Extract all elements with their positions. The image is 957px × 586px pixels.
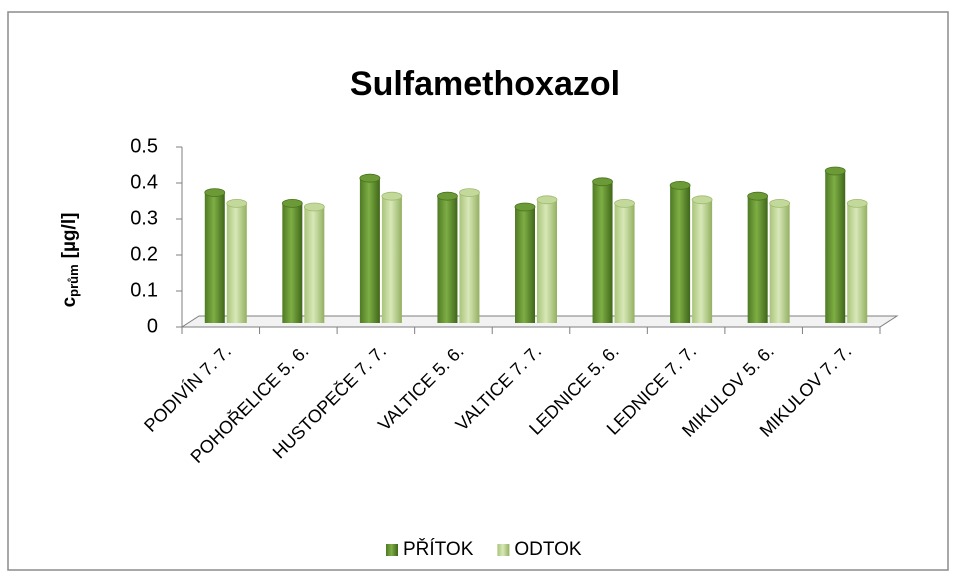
bar	[769, 203, 790, 323]
y-tick-label: 0.2	[130, 243, 158, 265]
legend-label: PŘÍTOK	[403, 538, 474, 560]
bar	[537, 199, 557, 323]
bar-top	[691, 195, 713, 205]
bar	[359, 178, 380, 323]
y-tick-label: 0.1	[130, 279, 158, 301]
bar-top	[381, 191, 403, 201]
bar-top	[303, 202, 325, 212]
bar-top	[614, 198, 635, 208]
y-tick-label: 0	[147, 315, 158, 337]
y-tick-label: 0.4	[130, 171, 158, 193]
bar-top	[514, 202, 536, 212]
y-tick-label: 0.5	[130, 135, 158, 157]
bar	[692, 199, 713, 323]
bar	[304, 207, 325, 323]
bar	[592, 181, 613, 323]
bar	[670, 185, 691, 323]
y-axis-title: cprům [µg/l]	[59, 213, 81, 308]
bar-top	[846, 198, 868, 208]
bar	[381, 196, 402, 323]
bar	[825, 171, 846, 323]
bar	[282, 203, 303, 323]
bar-top	[769, 198, 791, 208]
bar-top	[592, 177, 613, 187]
bar-top	[747, 191, 769, 201]
y-tick-label: 0.3	[130, 207, 158, 229]
bar	[437, 196, 458, 323]
y-label-unit: [µg/l]	[59, 213, 80, 259]
legend-label: ODTOK	[514, 539, 582, 560]
bar	[747, 196, 768, 323]
bar-top	[437, 191, 458, 201]
chart-title: Sulfamethoxazol	[350, 65, 620, 103]
bar	[226, 203, 247, 323]
legend-swatch	[386, 544, 398, 556]
bar-top	[459, 188, 480, 198]
bar	[614, 203, 635, 323]
bar-top	[226, 198, 248, 208]
bar	[847, 203, 868, 323]
bar-top	[281, 198, 303, 208]
legend-swatch	[497, 544, 510, 556]
bar-top	[824, 166, 846, 176]
bar	[204, 192, 225, 323]
bar-top	[536, 195, 558, 205]
y-label-main: c	[59, 296, 80, 307]
bar-top	[669, 180, 691, 190]
bar-top	[359, 173, 381, 183]
bar	[515, 207, 535, 323]
bar-top	[204, 188, 226, 198]
bar	[459, 192, 480, 323]
y-label-sub: prům	[66, 264, 81, 297]
